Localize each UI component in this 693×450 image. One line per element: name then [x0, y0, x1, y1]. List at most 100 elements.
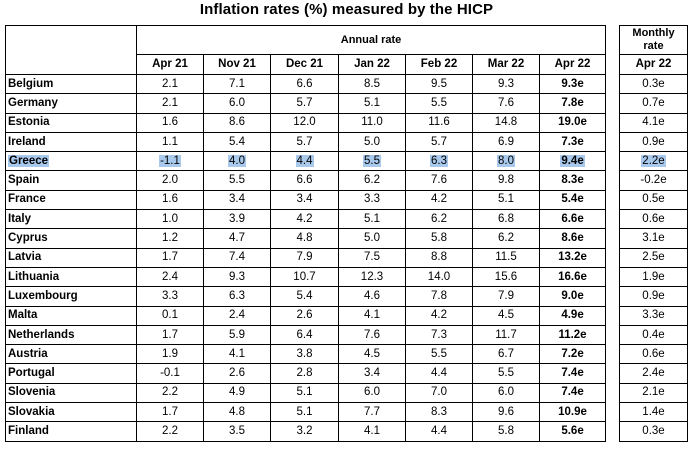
rate-value: 6.4 [270, 324, 339, 346]
rate-value: 4.8 [270, 228, 339, 249]
column-header: Dec 21 [270, 54, 339, 75]
table-row: Ireland 1.1 5.4 5.7 5.0 5.7 6.9 7.3e [5, 131, 607, 153]
rate-value: 5.5 [405, 93, 473, 114]
table-row: 3.3e [619, 305, 688, 326]
rate-value: 7.5 [338, 247, 406, 268]
table-row: Cyprus 1.2 4.7 4.8 5.0 5.8 6.2 8.6e [5, 228, 607, 249]
rate-value: 4.5 [338, 344, 406, 365]
rate-value: 2.4 [136, 266, 204, 288]
rate-value: 2.4 [203, 305, 271, 326]
table-row: Slovakia 1.7 4.8 5.1 7.7 8.3 9.6 10.9e [5, 402, 607, 423]
monthly-rate-table: Monthly rate Apr 22 0.3e 0.7e 4.1e 0.9e 2.2e… [619, 25, 688, 442]
rate-value: 7.4e [538, 382, 607, 404]
rate-value: 9.8 [472, 170, 540, 191]
rate-value: 7.9 [270, 247, 339, 268]
rate-value: 8.6e [538, 228, 607, 249]
rate-value: 5.5 [472, 363, 540, 384]
table-row: Spain 2.0 5.5 6.6 6.2 7.6 9.8 8.3e [5, 170, 607, 191]
rate-value: 1.7 [136, 324, 204, 346]
table-row: 2.5e [619, 247, 688, 268]
rate-value: 14.0 [405, 266, 473, 288]
table-row: Luxembourg 3.3 6.3 5.4 4.6 7.8 7.9 9.0e [5, 286, 607, 307]
table-row: Italy 1.0 3.9 4.2 5.1 6.2 6.8 6.6e [5, 209, 607, 230]
rate-value: -1.1 [136, 151, 204, 172]
table-row: 0.9e [619, 286, 688, 307]
rate-value: 5.4e [538, 189, 607, 211]
rate-value: 8.6 [203, 112, 271, 133]
rate-value: 11.6 [405, 112, 473, 133]
rate-value: -0.1 [136, 363, 204, 384]
highlighted-text: 4.4 [295, 154, 314, 167]
rate-value: 12.0 [270, 112, 339, 133]
table-row: Estonia 1.6 8.6 12.0 11.0 11.6 14.8 19.0e [5, 112, 607, 133]
country-name: Finland [5, 421, 137, 442]
column-header: Feb 22 [405, 54, 473, 75]
highlighted-text: 6.3 [430, 154, 448, 167]
rate-value: 4.9 [203, 382, 271, 404]
rate-value: 7.9 [472, 286, 540, 307]
rate-value: 3.4 [270, 189, 339, 211]
corner-cell [5, 25, 137, 75]
monthly-rate-value: 4.1e [619, 112, 688, 133]
rate-value: 4.2 [270, 209, 339, 230]
rate-value: 4.1 [203, 344, 271, 365]
country-name: Luxembourg [5, 286, 137, 307]
rate-value: 4.8 [203, 402, 271, 423]
rate-value: 9.3e [538, 73, 607, 95]
rate-value: 12.3 [338, 266, 406, 288]
table-row: Portugal -0.1 2.6 2.8 3.4 4.4 5.5 7.4e [5, 363, 607, 384]
rate-value: 11.5 [472, 247, 540, 268]
table-row: Lithuania 2.4 9.3 10.7 12.3 14.0 15.6 16.6e [5, 266, 607, 288]
rate-value: 3.3 [338, 189, 406, 211]
monthly-rate-value: 2.2e [619, 151, 688, 172]
rate-value: 8.3e [538, 170, 607, 191]
rate-value: 5.0 [338, 228, 406, 249]
column-header: Apr 22 [538, 54, 607, 75]
country-name: Portugal [5, 363, 137, 384]
monthly-rate-value: 1.9e [619, 266, 688, 288]
table-row: 0.6e [619, 344, 688, 365]
rate-value: 7.8 [405, 286, 473, 307]
country-name: Ireland [5, 131, 137, 153]
rate-value: 6.3 [405, 151, 473, 172]
rate-value: 1.1 [136, 131, 204, 153]
rate-value: 2.1 [136, 73, 204, 95]
rate-value: 5.1 [270, 382, 339, 404]
rate-value: 11.0 [338, 112, 406, 133]
table-row: Malta 0.1 2.4 2.6 4.1 4.2 4.5 4.9e [5, 305, 607, 326]
rate-value: 5.7 [270, 131, 339, 153]
rate-value: 4.0 [203, 151, 271, 172]
table-title: Inflation rates (%) measured by the HICP [199, 1, 494, 18]
table-row: Austria 1.9 4.1 3.8 4.5 5.5 6.7 7.2e [5, 344, 607, 365]
rate-value: 9.5 [405, 73, 473, 95]
monthly-rate-value: 0.4e [619, 324, 688, 346]
rate-value: 4.7 [203, 228, 271, 249]
column-header: Mar 22 [472, 54, 540, 75]
rate-value: 4.5 [472, 305, 540, 326]
rate-value: 5.8 [472, 421, 540, 442]
monthly-rate-value: 0.3e [619, 421, 688, 442]
rate-value: 2.1 [136, 93, 204, 114]
annual-rate-table: Annual rate Apr 21 Nov 21 Dec 21 Jan 22 Feb … [5, 25, 607, 442]
rate-value: 1.7 [136, 402, 204, 423]
monthly-rate-value: 2.1e [619, 382, 688, 404]
rate-value: 7.6 [472, 93, 540, 114]
rate-value: 5.6e [538, 421, 607, 442]
monthly-rate-value: 0.7e [619, 93, 688, 114]
rate-value: 2.6 [203, 363, 271, 384]
rate-value: 8.5 [338, 73, 406, 95]
rate-value: 15.6 [472, 266, 540, 288]
country-name: Spain [5, 170, 137, 191]
table-row: 2.4e [619, 363, 688, 384]
rate-value: 5.5 [405, 344, 473, 365]
table-row: Netherlands 1.7 5.9 6.4 7.6 7.3 11.7 11.2e [5, 324, 607, 346]
rate-value: 5.7 [270, 93, 339, 114]
country-name: Slovakia [5, 402, 137, 423]
country-name: France [5, 189, 137, 211]
table-row: 0.5e [619, 189, 688, 211]
monthly-rate-value: 0.6e [619, 209, 688, 230]
rate-value: 7.6 [405, 170, 473, 191]
column-header: Jan 22 [338, 54, 406, 75]
rate-value: 7.4e [538, 363, 607, 384]
rate-value: 2.0 [136, 170, 204, 191]
